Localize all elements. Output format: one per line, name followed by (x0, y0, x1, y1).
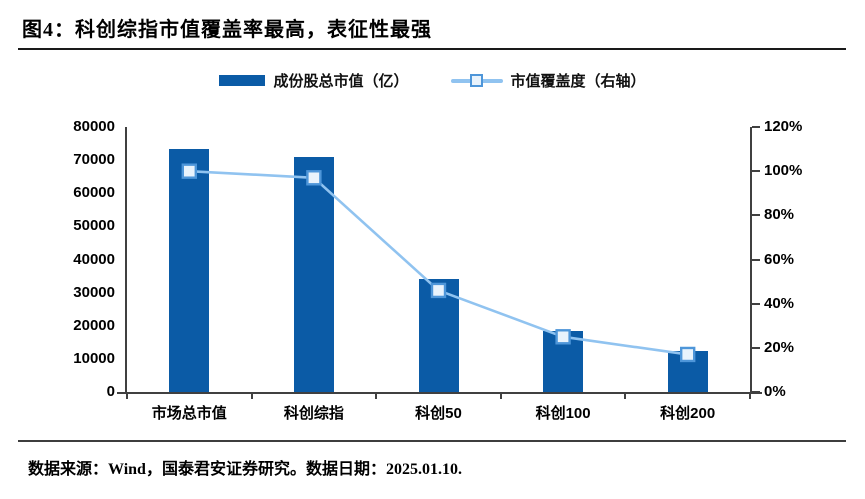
y-axis-right-line (750, 127, 752, 394)
y-axis-left-tick-label: 0 (106, 383, 115, 400)
source-separator-line (18, 440, 846, 442)
legend-item-bar-series: 成份股总市值（亿） (219, 70, 409, 91)
line-marker-1 (306, 170, 322, 186)
legend-label: 成份股总市值（亿） (273, 74, 409, 90)
line-marker-3 (555, 329, 571, 345)
y-axis-right-tick-mark (752, 170, 760, 173)
y-axis-right-tick-mark (752, 258, 760, 261)
y-axis-left-tick-label: 50000 (73, 217, 115, 235)
y-axis-right-tick-label: 100% (764, 162, 803, 180)
x-axis-category-label: 科创50 (415, 405, 462, 422)
title-underline (18, 48, 846, 50)
coverage-line-chart (181, 163, 696, 363)
y-axis-left-tick-label: 70000 (73, 151, 115, 169)
x-axis-tick-mark (375, 393, 378, 399)
x-axis-tick-mark (250, 393, 253, 399)
chart-legend: 成份股总市值（亿） 市值覆盖度（右轴） (0, 70, 865, 91)
x-axis-category-label: 科创100 (535, 405, 591, 422)
y-axis-right-tick-label: 40% (764, 294, 795, 312)
x-axis-category-label: 科创200 (660, 405, 716, 422)
y-axis-left-tick-label: 20000 (73, 316, 115, 334)
bar-1 (293, 156, 334, 392)
y-axis-right-tick-mark (752, 346, 760, 349)
y-axis-right-tick-mark (752, 391, 760, 393)
y-axis-left-tick-label: 10000 (73, 349, 115, 367)
y-axis-right-tick-label: 0% (764, 383, 786, 400)
y-axis-right-tick-mark (752, 126, 760, 128)
legend-item-line-series: 市值覆盖度（右轴） (450, 70, 646, 91)
y-axis-right-tick-mark (752, 214, 760, 217)
y-axis-right-tick-label: 20% (764, 338, 795, 356)
y-axis-right-tick-mark (752, 302, 760, 305)
line-marker-2 (430, 282, 447, 299)
legend-label: 市值覆盖度（右轴） (510, 74, 646, 90)
coverage-line (189, 169, 688, 356)
y-axis-right-tick-label: 80% (764, 206, 795, 224)
bar-2 (418, 279, 459, 392)
x-axis-category-label: 市场总市值 (151, 405, 227, 422)
y-axis-right-tick-label: 60% (764, 250, 795, 268)
y-axis-left-tick-label: 60000 (73, 184, 115, 202)
x-axis-category-label: 科创综指 (283, 405, 344, 422)
line-marker-4 (680, 346, 696, 363)
legend-square-marker-icon (469, 73, 483, 87)
x-axis-tick-mark (749, 393, 751, 399)
y-axis-left-line (125, 127, 127, 394)
y-axis-left-tick-label: 40000 (73, 250, 115, 268)
line-marker-0 (181, 163, 197, 179)
bar-series-swatch-icon (219, 75, 266, 86)
x-axis-line (117, 392, 762, 394)
x-axis-tick-mark (499, 393, 502, 399)
bar-0 (169, 148, 210, 392)
figure-title: 图4：科创综指市值覆盖率最高，表征性最强 (22, 19, 432, 41)
x-axis-tick-mark (126, 393, 128, 399)
x-axis-tick-mark (624, 393, 627, 399)
y-axis-left-tick-label: 80000 (73, 118, 115, 135)
y-axis-left-tick-label: 30000 (73, 283, 115, 301)
line-series-swatch-icon (450, 73, 503, 88)
source-note: 数据来源：Wind，国泰君安证券研究。数据日期：2025.01.10. (28, 461, 462, 478)
y-axis-right-tick-label: 120% (764, 118, 803, 135)
